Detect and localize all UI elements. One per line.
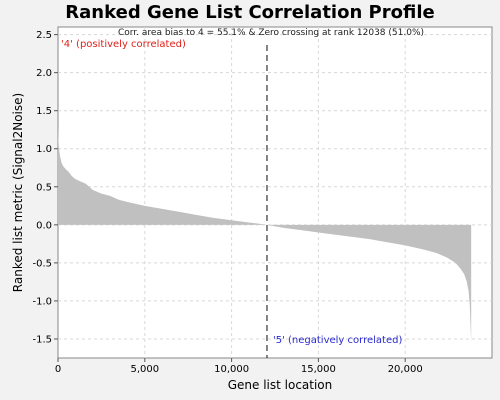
y-axis-ticks: 2.5 2.0 1.5 1.0 0.5 0.0 -0.5 -1.0 -1.5 xyxy=(32,30,58,345)
y-tick-label: 2.0 xyxy=(36,68,52,79)
y-tick-label: 2.5 xyxy=(36,30,52,41)
x-tick-label: 20,000 xyxy=(388,364,423,375)
y-tick-label: 0.0 xyxy=(36,220,52,231)
y-tick-label: -1.0 xyxy=(32,296,52,307)
x-axis-ticks: 0 5,000 10,000 15,000 20,000 xyxy=(55,358,423,375)
x-tick-label: 10,000 xyxy=(214,364,249,375)
y-tick-label: 1.0 xyxy=(36,144,52,155)
y-tick-label: 1.5 xyxy=(36,106,52,117)
x-tick-label: 5,000 xyxy=(130,364,159,375)
grid-lines xyxy=(58,27,492,358)
x-tick-label: 0 xyxy=(55,364,61,375)
y-tick-label: 0.5 xyxy=(36,182,52,193)
correlation-area xyxy=(58,124,472,343)
annotation-text: Corr. area bias to 4 = 55.1% & Zero cros… xyxy=(118,28,424,38)
plot-area xyxy=(57,26,493,359)
y-axis-label: Ranked list metric (Signal2Noise) xyxy=(11,93,25,292)
positive-correlation-label: '4' (positively correlated) xyxy=(61,39,186,50)
y-tick-label: -0.5 xyxy=(32,258,52,269)
negative-correlation-label: '5' (negatively correlated) xyxy=(273,335,402,346)
x-tick-label: 15,000 xyxy=(301,364,336,375)
chart-title: Ranked Gene List Correlation Profile xyxy=(65,2,434,23)
x-axis-label: Gene list location xyxy=(228,378,333,392)
y-tick-label: -1.5 xyxy=(32,334,52,345)
